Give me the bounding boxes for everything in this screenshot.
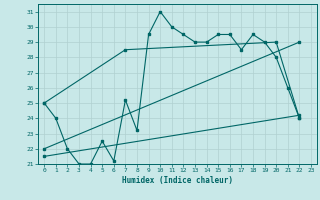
X-axis label: Humidex (Indice chaleur): Humidex (Indice chaleur) — [122, 176, 233, 185]
